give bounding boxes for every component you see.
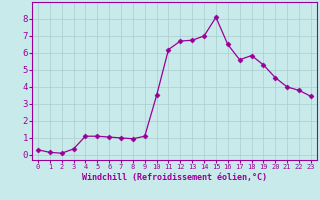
X-axis label: Windchill (Refroidissement éolien,°C): Windchill (Refroidissement éolien,°C) bbox=[82, 173, 267, 182]
